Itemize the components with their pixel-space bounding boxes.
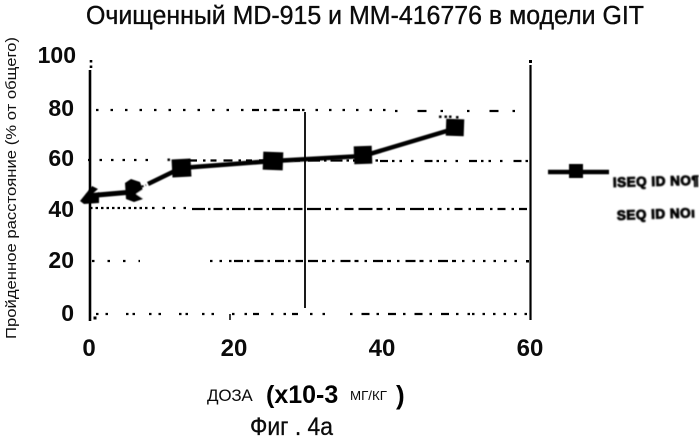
- svg-text:100: 100: [38, 42, 76, 68]
- svg-text:): ): [396, 380, 405, 410]
- svg-text:80: 80: [48, 95, 74, 121]
- svg-text:Пройденное расстояние (% от об: Пройденное расстояние (% от общего): [3, 37, 20, 339]
- svg-text:0: 0: [61, 300, 74, 326]
- svg-text:20: 20: [48, 247, 74, 273]
- svg-text:МГ/КГ: МГ/КГ: [350, 389, 387, 403]
- svg-text:Фиг . 4а: Фиг . 4а: [250, 413, 333, 441]
- svg-text:SEQ ID NOı: SEQ ID NOı: [617, 205, 696, 223]
- svg-text:0: 0: [82, 335, 95, 362]
- svg-text:60: 60: [48, 145, 74, 171]
- svg-text:40: 40: [369, 335, 396, 362]
- svg-text:ДОЗА: ДОЗА: [207, 386, 253, 405]
- svg-text:(x10-3: (x10-3: [266, 381, 338, 409]
- svg-text:20: 20: [221, 335, 248, 362]
- svg-text:ISEQ ID NO¶: ISEQ ID NO¶: [613, 173, 699, 190]
- svg-text:Очищенный MD-915 и ММ-416776 в: Очищенный MD-915 и ММ-416776 в модели GI…: [86, 2, 644, 30]
- svg-text:60: 60: [517, 335, 544, 362]
- svg-text:40: 40: [48, 196, 74, 222]
